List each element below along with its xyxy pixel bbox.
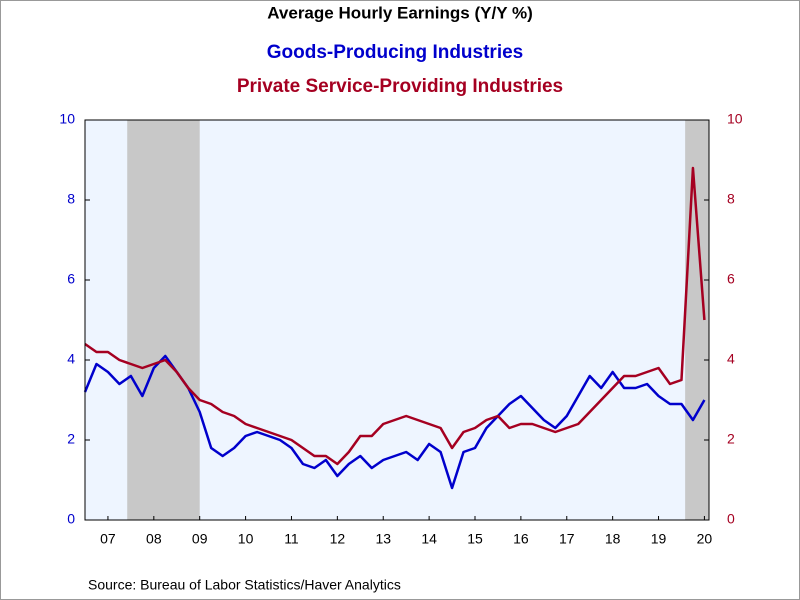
recession-band (127, 120, 200, 520)
source-note: Source: Bureau of Labor Statistics/Haver… (88, 577, 401, 593)
x-tick-label: 15 (467, 531, 483, 547)
y2-tick-label: 4 (727, 351, 735, 367)
y-tick-label: 10 (59, 111, 75, 127)
x-tick-label: 16 (513, 531, 529, 547)
y-tick-label: 2 (67, 431, 75, 447)
legend-entry: Private Service-Providing Industries (237, 76, 563, 97)
recession-band (685, 120, 709, 520)
x-tick-label: 14 (421, 531, 437, 547)
y-tick-label: 8 (67, 191, 75, 207)
x-tick-label: 20 (697, 531, 713, 547)
series-line (84, 166, 706, 466)
x-tick-label: 13 (375, 531, 391, 547)
y2-tick-label: 10 (727, 111, 743, 127)
chart-title: Average Hourly Earnings (Y/Y %) (267, 3, 532, 22)
x-tick-label: 18 (605, 531, 621, 547)
x-tick-label: 11 (284, 531, 299, 547)
y2-tick-label: 2 (727, 431, 735, 447)
x-tick-label: 12 (330, 531, 346, 547)
legend-entry: Goods-Producing Industries (267, 42, 524, 63)
y-tick-label: 6 (67, 271, 75, 287)
y-tick-label: 4 (67, 351, 75, 367)
y2-tick-label: 8 (727, 191, 735, 207)
x-tick-label: 08 (146, 531, 162, 547)
y-tick-label: 0 (67, 511, 75, 527)
x-tick-label: 17 (559, 531, 575, 547)
x-tick-label: 09 (192, 531, 208, 547)
x-tick-label: 07 (100, 531, 116, 547)
x-tick-label: 19 (651, 531, 667, 547)
y2-tick-label: 6 (727, 271, 735, 287)
x-tick-label: 10 (238, 531, 254, 547)
y2-tick-label: 0 (727, 511, 735, 527)
plot-area (84, 119, 710, 521)
